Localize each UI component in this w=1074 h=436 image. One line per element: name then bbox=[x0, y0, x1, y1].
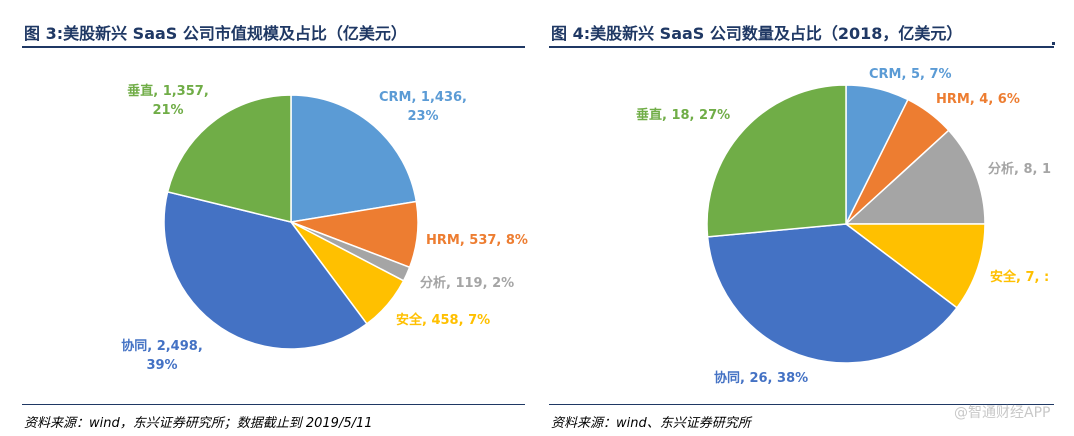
data-label-analysis: 分析, 119, 2% bbox=[420, 275, 514, 291]
chart-panel-market-cap: 图 3:美股新兴 SaaS 公司市值规模及占比（亿美元） CRM, 1,436,… bbox=[0, 0, 530, 436]
chart-panel-company-count: 图 4:美股新兴 SaaS 公司数量及占比（2018，亿美元） CRM, 5, … bbox=[548, 0, 1074, 436]
corner-mark bbox=[1052, 42, 1055, 45]
chart-title: 图 3:美股新兴 SaaS 公司市值规模及占比（亿美元） bbox=[24, 24, 407, 43]
source-note: 资料来源：wind、东兴证券研究所 bbox=[551, 416, 751, 431]
data-label-crm: CRM, 1,436, 23% bbox=[379, 90, 467, 124]
pie-slice-vertical bbox=[166, 94, 292, 223]
pie-slice-collaboration bbox=[163, 190, 368, 350]
source-rule bbox=[549, 404, 1054, 405]
data-label-vertical: 垂直, 1,357, 21% bbox=[127, 83, 209, 118]
data-label-hrm: HRM, 4, 6% bbox=[936, 92, 1020, 107]
pie-slice-security bbox=[843, 223, 986, 309]
pie-slice-vertical bbox=[706, 84, 847, 238]
data-label-collaboration: 协同, 2,498, 39% bbox=[121, 338, 203, 373]
chart-title: 图 4:美股新兴 SaaS 公司数量及占比（2018，亿美元） bbox=[551, 24, 963, 43]
pie-chart-market-cap: CRM, 1,436, 23% HRM, 537, 8% 分析, 119, 2% 安全,… bbox=[121, 83, 528, 373]
pie-chart-company-count: CRM, 5, 7% HRM, 4, 6% 分析, 8, 1 安全, 7, : 协同, … bbox=[636, 67, 1051, 386]
title-rule bbox=[22, 46, 525, 48]
data-label-security: 安全, 458, 7% bbox=[396, 312, 490, 328]
data-label-security: 安全, 7, : bbox=[990, 269, 1049, 285]
data-label-analysis: 分析, 8, 1 bbox=[988, 161, 1051, 177]
data-label-crm: CRM, 5, 7% bbox=[869, 67, 952, 82]
data-label-hrm: HRM, 537, 8% bbox=[426, 233, 528, 248]
data-label-vertical: 垂直, 18, 27% bbox=[636, 107, 730, 123]
pie-slice-analysis bbox=[844, 129, 986, 225]
pie-slice-collaboration bbox=[706, 223, 958, 364]
data-label-collaboration: 协同, 26, 38% bbox=[714, 370, 808, 386]
source-rule bbox=[22, 404, 525, 405]
pie-slice-crm bbox=[290, 94, 418, 223]
title-rule bbox=[549, 46, 1054, 48]
source-note: 资料来源：wind，东兴证券研究所；数据截止到 2019/5/11 bbox=[24, 416, 373, 431]
watermark: @智通财经APP bbox=[954, 405, 1051, 421]
